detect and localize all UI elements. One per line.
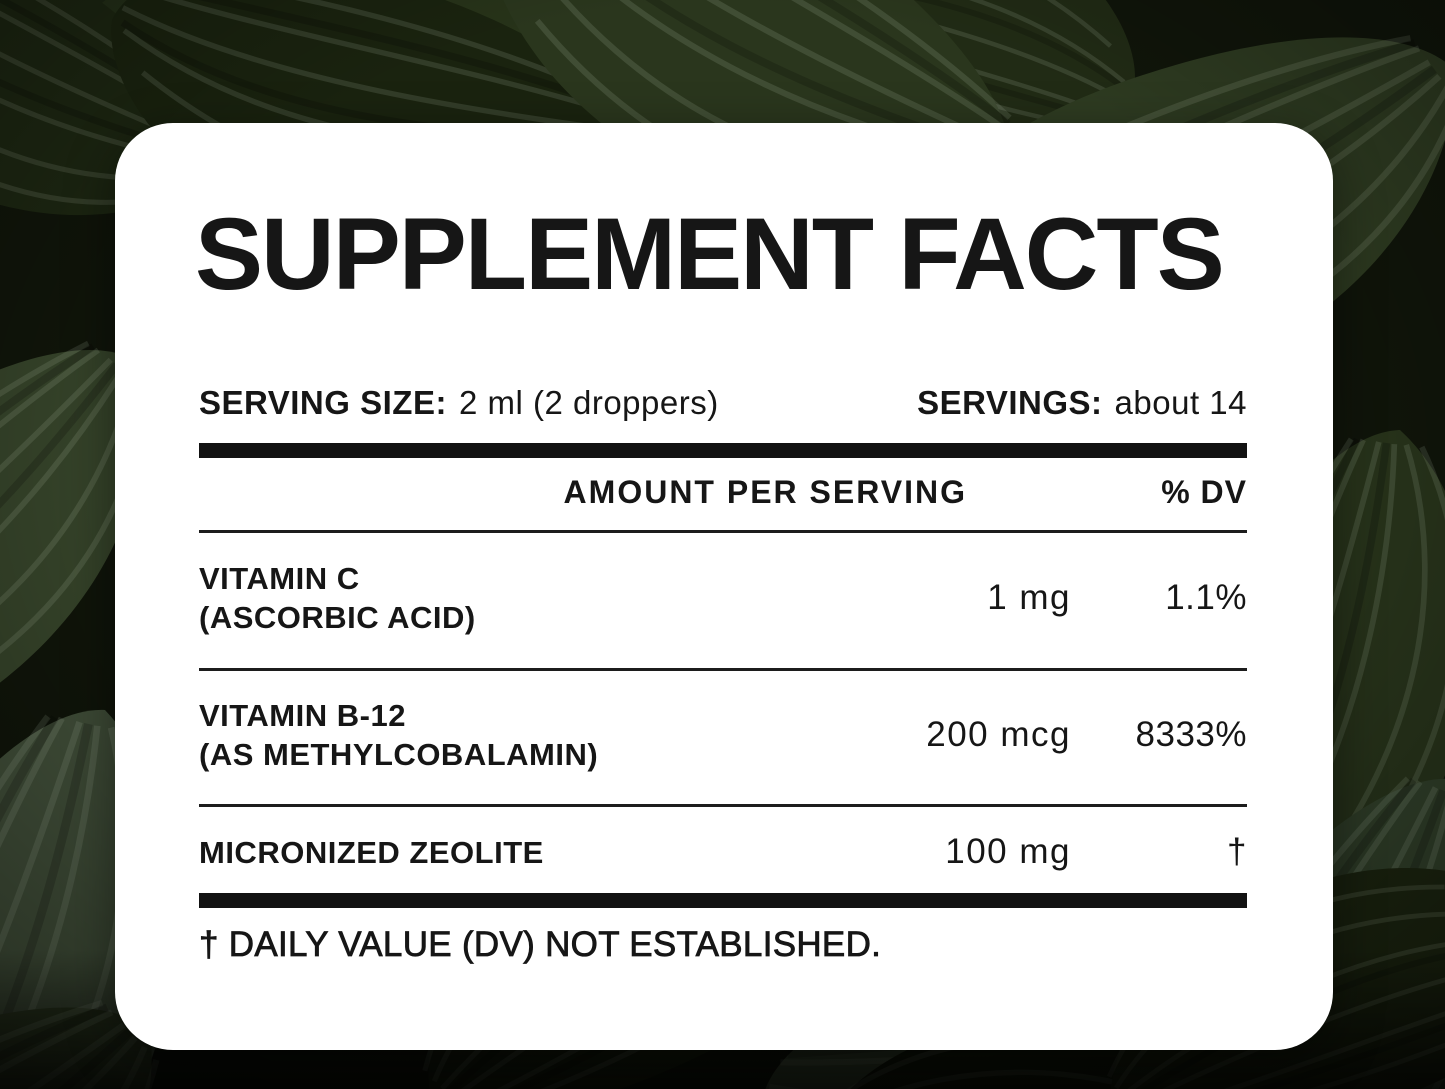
ingredient-amount: 1 mg — [987, 578, 1071, 617]
ingredient-name: VITAMIN C — [199, 561, 360, 596]
serving-size-label: SERVING SIZE: — [199, 384, 447, 421]
divider-thin — [199, 530, 1247, 533]
table-header-row: AMOUNT PER SERVING % DV — [199, 474, 1247, 511]
ingredient-amount: 100 mg — [945, 832, 1071, 871]
ingredient-dv-dagger: † — [1227, 832, 1247, 871]
serving-info-row: SERVING SIZE: 2 ml (2 droppers) SERVINGS… — [199, 384, 1247, 422]
servings-count: SERVINGS: about 14 — [917, 384, 1247, 422]
daily-value-footnote: † DAILY VALUE (DV) NOT ESTABLISHED. — [199, 925, 882, 965]
ingredient-detail: (AS METHYLCOBALAMIN) — [199, 737, 599, 772]
ingredient-detail: (ASCORBIC ACID) — [199, 600, 476, 635]
serving-size-value: 2 ml (2 droppers) — [458, 384, 719, 421]
ingredient-row-vitamin-c: VITAMIN C (ASCORBIC ACID) 1 mg 1.1% — [199, 559, 1247, 637]
servings-label: SERVINGS: — [917, 384, 1103, 421]
ingredient-row-vitamin-b12: VITAMIN B-12 (AS METHYLCOBALAMIN) 200 mc… — [199, 696, 1247, 774]
ingredient-dv: 8333% — [1135, 715, 1247, 754]
ingredient-row-micronized-zeolite: MICRONIZED ZEOLITE 100 mg † — [199, 832, 1247, 872]
ingredient-name: MICRONIZED ZEOLITE — [199, 834, 544, 870]
divider-thin — [199, 804, 1247, 807]
ingredient-name-block: MICRONIZED ZEOLITE — [199, 833, 851, 872]
ingredient-amount: 200 mcg — [926, 715, 1071, 754]
divider-thick-top — [199, 443, 1247, 458]
ingredient-name-block: VITAMIN B-12 (AS METHYLCOBALAMIN) — [199, 696, 851, 774]
column-header-amount: AMOUNT PER SERVING — [563, 474, 967, 510]
label-title: SUPPLEMENT FACTS — [195, 197, 1225, 311]
divider-thick-bottom — [199, 893, 1247, 908]
serving-size: SERVING SIZE: 2 ml (2 droppers) — [199, 384, 719, 422]
supplement-facts-card: SUPPLEMENT FACTS SERVING SIZE: 2 ml (2 d… — [115, 123, 1333, 1050]
ingredient-dv: 1.1% — [1165, 578, 1247, 617]
column-header-dv: % DV — [1161, 474, 1247, 510]
divider-thin — [199, 668, 1247, 671]
ingredient-name-block: VITAMIN C (ASCORBIC ACID) — [199, 559, 851, 637]
ingredient-name: VITAMIN B-12 — [199, 698, 406, 733]
servings-value: about 14 — [1114, 384, 1247, 421]
